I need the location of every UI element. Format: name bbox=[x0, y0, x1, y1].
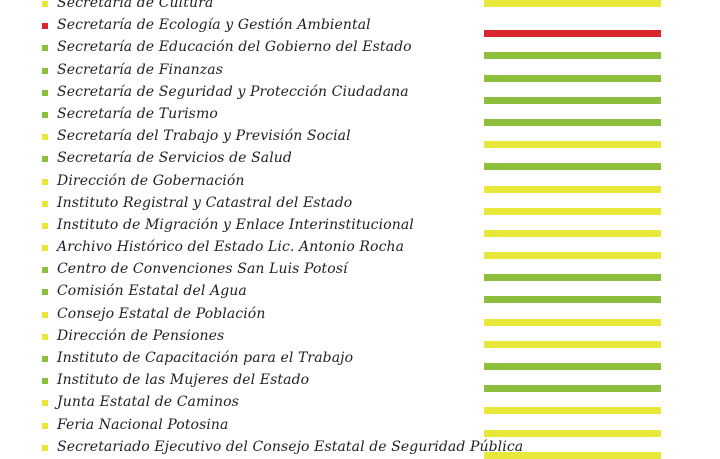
status-bullet bbox=[42, 111, 48, 118]
agency-name: Junta Estatal de Caminos bbox=[57, 394, 239, 411]
list-item: Secretaría de Servicios de Salud bbox=[0, 147, 720, 171]
agency-name: Secretaría de Educación del Gobierno del… bbox=[57, 39, 412, 56]
list-item: Comisión Estatal del Agua bbox=[0, 280, 720, 304]
list-item: Archivo Histórico del Estado Lic. Antoni… bbox=[0, 236, 720, 260]
status-bar bbox=[484, 429, 661, 437]
agency-name: Secretaría de Servicios de Salud bbox=[57, 150, 292, 167]
status-bullet bbox=[42, 89, 48, 96]
list-item: Secretaría de Educación del Gobierno del… bbox=[0, 36, 720, 60]
agency-name: Consejo Estatal de Población bbox=[57, 305, 266, 322]
agency-name: Instituto de Migración y Enlace Interins… bbox=[57, 216, 414, 233]
status-bar bbox=[484, 163, 661, 171]
status-bullet bbox=[42, 267, 48, 274]
list-item: Feria Nacional Potosina bbox=[0, 414, 720, 437]
agency-name: Secretaría de Cultura bbox=[57, 0, 214, 11]
list-item: Instituto de las Mujeres del Estado bbox=[0, 369, 720, 393]
status-bar bbox=[484, 385, 661, 393]
list-item: Secretariado Ejecutivo del Consejo Estat… bbox=[0, 436, 720, 459]
status-bar bbox=[484, 207, 661, 215]
status-bar bbox=[484, 52, 661, 60]
status-bullet bbox=[42, 134, 48, 141]
list-item: Secretaría de Turismo bbox=[0, 103, 720, 126]
status-bullet bbox=[42, 200, 48, 207]
agency-name: Secretaría de Seguridad y Protección Ciu… bbox=[57, 83, 409, 100]
agency-name: Dirección de Gobernación bbox=[57, 172, 245, 189]
status-bar bbox=[484, 141, 661, 149]
status-bullet bbox=[42, 400, 48, 407]
list-item: Instituto de Capacitación para el Trabaj… bbox=[0, 347, 720, 370]
agency-name: Instituto de las Mujeres del Estado bbox=[57, 372, 310, 389]
status-bar bbox=[484, 96, 661, 104]
list-item: Secretaría de Seguridad y Protección Ciu… bbox=[0, 81, 720, 104]
status-bar bbox=[484, 274, 661, 282]
status-bullet bbox=[42, 356, 48, 362]
status-bar bbox=[484, 318, 661, 326]
status-bullet bbox=[42, 45, 48, 52]
list-item: Junta Estatal de Caminos bbox=[0, 391, 720, 415]
agency-name: Secretaría del Trabajo y Previsión Socia… bbox=[57, 128, 351, 145]
status-bar bbox=[484, 229, 661, 237]
list-item: Consejo Estatal de Población bbox=[0, 303, 720, 326]
list-item: Dirección de Gobernación bbox=[0, 170, 720, 193]
list-item: Centro de Convenciones San Luis Potosí bbox=[0, 258, 720, 282]
agency-name: Secretaría de Finanzas bbox=[57, 61, 224, 78]
status-bar bbox=[484, 185, 661, 193]
status-bullet bbox=[42, 378, 48, 385]
agency-name: Feria Nacional Potosina bbox=[57, 416, 229, 433]
status-bullet bbox=[42, 178, 48, 185]
list-item: Secretaría de Ecología y Gestión Ambient… bbox=[0, 14, 720, 38]
list-item: Secretaría de Finanzas bbox=[0, 59, 720, 82]
status-bar bbox=[484, 0, 661, 7]
status-bullet bbox=[42, 156, 48, 163]
status-bar bbox=[484, 296, 661, 304]
agency-name: Centro de Convenciones San Luis Potosí bbox=[57, 261, 348, 278]
status-bullet bbox=[42, 289, 48, 296]
agency-name: Secretaría de Ecología y Gestión Ambient… bbox=[57, 17, 371, 34]
agency-name: Comisión Estatal del Agua bbox=[57, 283, 247, 300]
list-item: Secretaría de Cultura bbox=[0, 0, 720, 14]
status-bullet bbox=[42, 311, 48, 318]
list-item: Secretaría del Trabajo y Previsión Socia… bbox=[0, 125, 720, 149]
status-bullet bbox=[42, 1, 48, 7]
status-bullet bbox=[42, 422, 48, 429]
status-bar bbox=[484, 118, 661, 126]
agency-name: Archivo Histórico del Estado Lic. Antoni… bbox=[57, 239, 405, 256]
status-bar bbox=[484, 363, 661, 370]
agency-name: Instituto Registral y Catastral del Esta… bbox=[57, 194, 353, 211]
status-bullet bbox=[42, 23, 48, 30]
agency-name: Instituto de Capacitación para el Trabaj… bbox=[57, 350, 354, 366]
status-bullet bbox=[42, 333, 48, 340]
agency-name: Secretaría de Turismo bbox=[57, 105, 218, 122]
status-bullet bbox=[42, 222, 48, 229]
status-bullet bbox=[42, 67, 48, 74]
status-bullet bbox=[42, 245, 48, 252]
status-bar bbox=[484, 451, 661, 459]
list-item: Instituto Registral y Catastral del Esta… bbox=[0, 192, 720, 215]
status-bar bbox=[484, 30, 661, 38]
status-bar bbox=[484, 74, 661, 82]
list-item: Dirección de Pensiones bbox=[0, 325, 720, 348]
status-bar bbox=[484, 252, 661, 260]
agency-name: Dirección de Pensiones bbox=[57, 327, 225, 344]
list-item: Instituto de Migración y Enlace Interins… bbox=[0, 214, 720, 237]
agency-name: Secretariado Ejecutivo del Consejo Estat… bbox=[57, 438, 524, 455]
status-bullet bbox=[42, 444, 48, 451]
status-bar bbox=[484, 407, 661, 415]
status-bar bbox=[484, 340, 661, 348]
